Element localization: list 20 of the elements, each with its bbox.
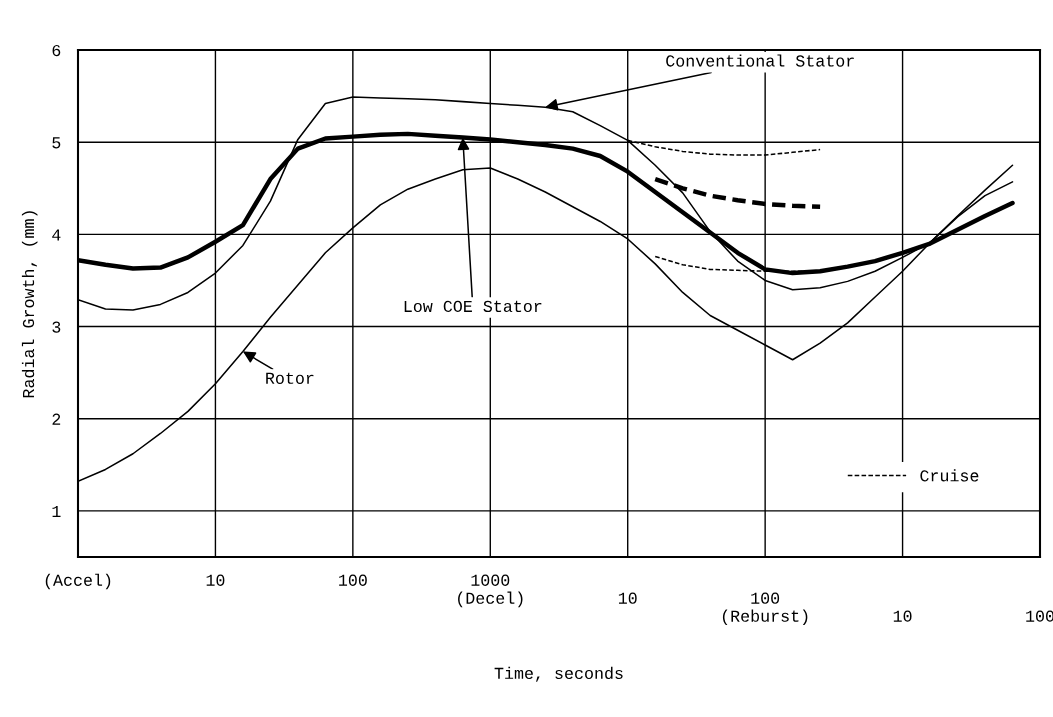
x-axis-title: Time, seconds: [494, 666, 623, 682]
text: Conventional Stator: [666, 54, 854, 67]
y-tick-label: 5: [52, 137, 61, 149]
x-tick-label: 10: [893, 610, 912, 622]
legend-label: Cruise: [920, 469, 979, 482]
x-tick-label: 100 (Reburst): [722, 592, 808, 626]
y-axis-title: Radial Growth, (mm): [21, 211, 38, 398]
y-tick-label: 6: [52, 44, 61, 57]
x-tick-label: 10: [618, 592, 637, 604]
x-tick-label: (Accel): [45, 573, 111, 590]
y-tick-label: 4: [52, 229, 61, 241]
x-tick-label: 100: [1026, 610, 1053, 622]
y-tick-label: 3: [52, 321, 61, 333]
y-tick-label: 1: [52, 505, 61, 517]
x-tick-label: 1000 (Decel): [458, 574, 523, 608]
x-tick-label: 10: [206, 574, 225, 586]
x-tick-label: 100: [339, 574, 367, 586]
y-tick-label: 2: [52, 413, 61, 425]
text: Low COE Stator: [404, 300, 542, 313]
series-label: Rotor: [266, 372, 314, 384]
